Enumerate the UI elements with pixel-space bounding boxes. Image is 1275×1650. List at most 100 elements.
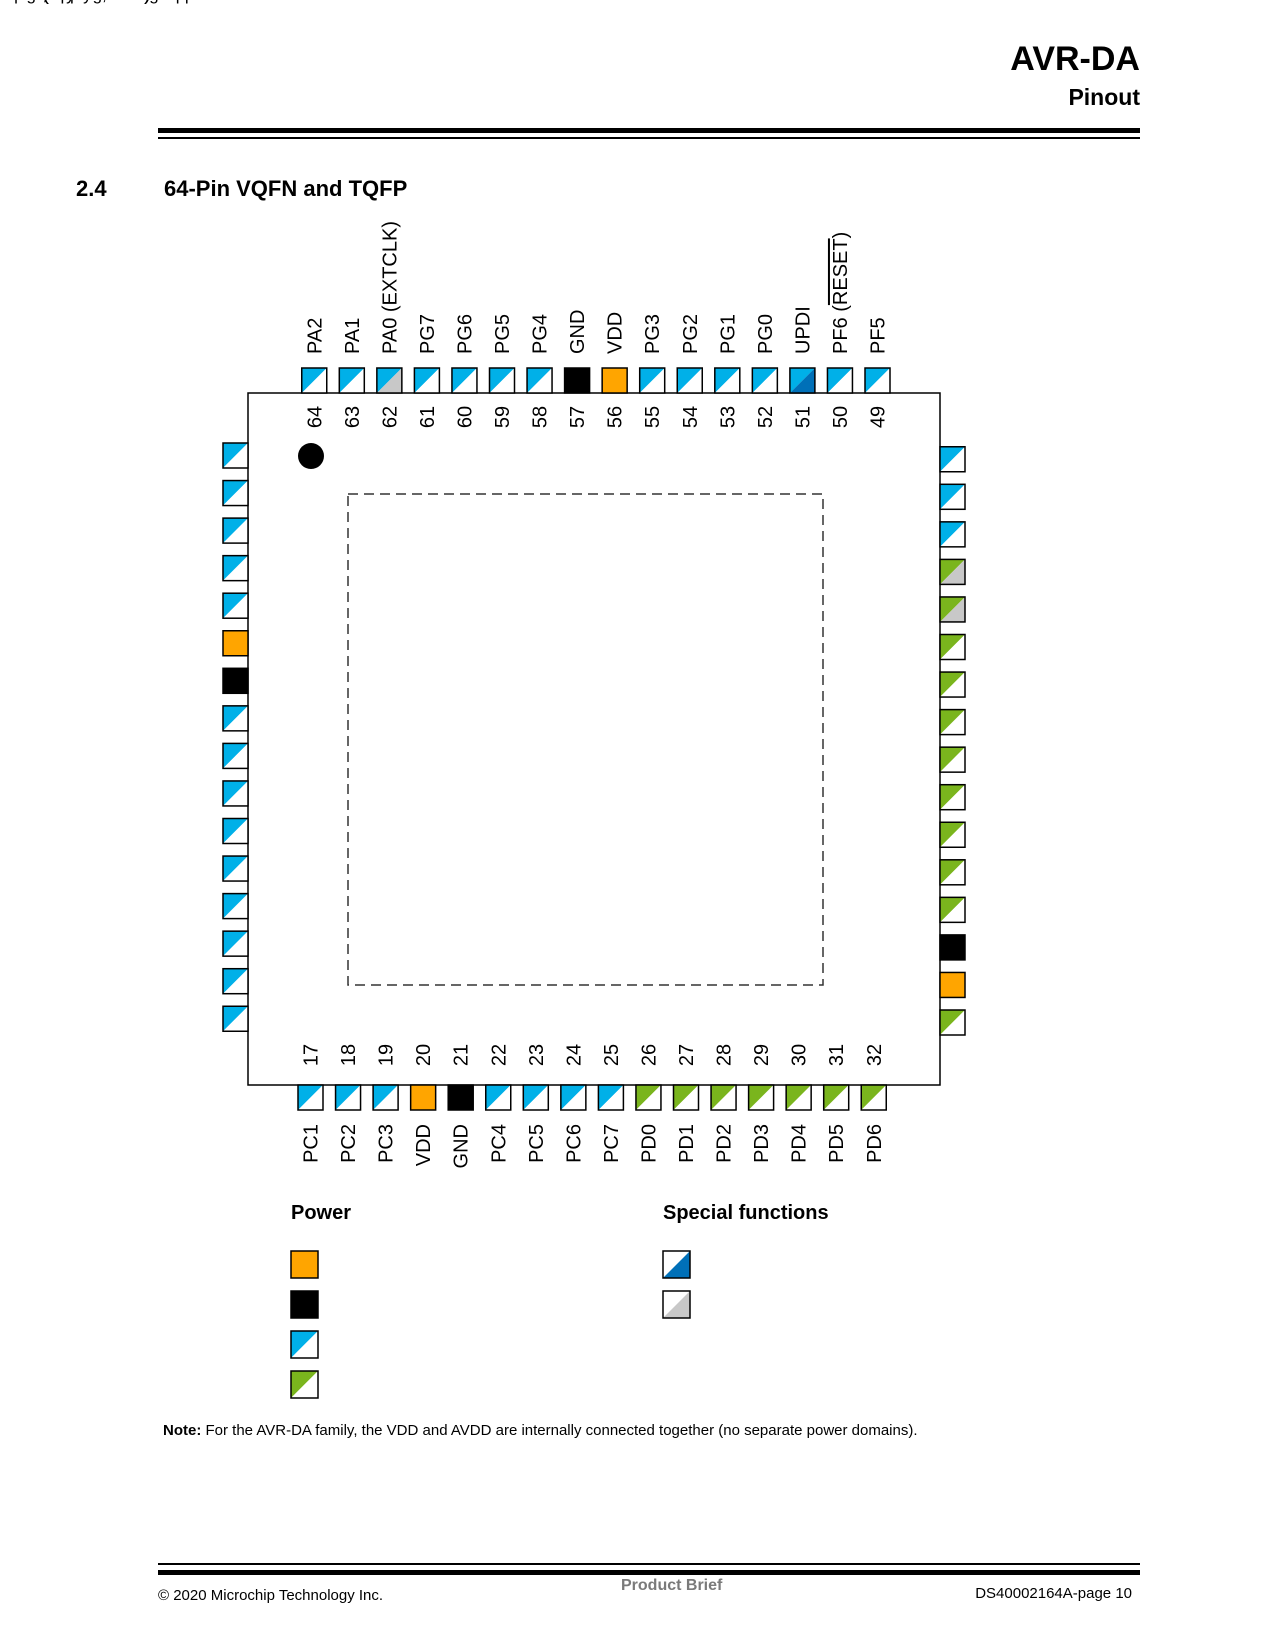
pin-37-swatch bbox=[939, 859, 966, 886]
pin-11-swatch bbox=[222, 817, 249, 845]
pin-28-label: PD2 bbox=[714, 1124, 736, 1163]
pin-43-swatch bbox=[939, 633, 966, 661]
pin-27-swatch bbox=[672, 1084, 700, 1111]
pin-49-label: PF5 bbox=[868, 317, 890, 354]
pin-61-label: PG7 bbox=[417, 314, 439, 354]
pin-53-number: 53 bbox=[717, 406, 739, 428]
pin-34-label: AVDD bbox=[0, 0, 54, 5]
legend-avdd-swatch bbox=[290, 1370, 319, 1399]
legend-ground-label: Ground bbox=[0, 0, 57, 4]
pin-6-number: 6 bbox=[0, 0, 6, 5]
pin-30-label: PD4 bbox=[789, 1124, 811, 1163]
pin-35-swatch bbox=[939, 934, 966, 961]
footer-copyright: © 2020 Microchip Technology Inc. bbox=[158, 1587, 384, 1604]
pin-1-number: 1 bbox=[0, 0, 6, 5]
pin-30-number: 30 bbox=[789, 1044, 811, 1066]
note: Note: For the AVR-DA family, the VDD and… bbox=[163, 1422, 918, 1439]
pin-26-swatch bbox=[635, 1084, 662, 1111]
pin-38-swatch bbox=[939, 821, 966, 848]
pin1-marker-dot bbox=[298, 443, 324, 469]
pin-46-number: 46 bbox=[0, 0, 11, 5]
pin-48-label: PF4 bbox=[0, 0, 37, 5]
pin-37-number: 37 bbox=[0, 0, 11, 5]
pin-39-label: PE3 bbox=[0, 0, 38, 5]
pin-56-swatch bbox=[601, 367, 628, 394]
pin-62-number: 62 bbox=[379, 406, 401, 428]
pin-51-swatch bbox=[789, 367, 816, 394]
pin-11-number: 11 bbox=[0, 0, 10, 5]
pin-17-swatch bbox=[297, 1084, 324, 1111]
pin-55-number: 55 bbox=[642, 406, 664, 428]
pin-24-swatch bbox=[560, 1084, 587, 1111]
pin-14-number: 14 bbox=[0, 0, 11, 5]
pin-21-label: GND bbox=[451, 1124, 473, 1168]
legend-vdd-swatch bbox=[290, 1330, 319, 1359]
pin-57-number: 57 bbox=[567, 406, 589, 428]
pin-39-swatch bbox=[939, 783, 966, 811]
pin-42-number: 42 bbox=[0, 0, 11, 5]
pin-32-swatch bbox=[860, 1084, 887, 1111]
pin-3-number: 3 bbox=[0, 0, 6, 5]
document-title: AVR-DA bbox=[1010, 40, 1140, 78]
footer-rule-thin bbox=[158, 1563, 1140, 1565]
pin-17-number: 17 bbox=[301, 1044, 323, 1066]
pin-33-label: PD7 bbox=[0, 0, 39, 5]
pin-54-swatch bbox=[676, 367, 703, 394]
pin-25-number: 25 bbox=[601, 1044, 623, 1066]
pin-7-number: 7 bbox=[0, 0, 6, 5]
pin-33-swatch bbox=[939, 1009, 966, 1036]
pin-29-number: 29 bbox=[751, 1044, 773, 1066]
pin-23-label: PC5 bbox=[526, 1124, 548, 1163]
pin-50-number: 50 bbox=[830, 406, 852, 428]
pin-43-label: PE7 bbox=[0, 0, 38, 5]
pin-64-label: PA2 bbox=[304, 318, 326, 354]
pin-24-label: PC6 bbox=[563, 1124, 585, 1163]
pin-53-swatch bbox=[714, 367, 741, 394]
pin-52-number: 52 bbox=[755, 406, 777, 428]
pin-60-swatch bbox=[451, 367, 478, 394]
pin-20-swatch bbox=[409, 1084, 437, 1111]
pin-63-swatch bbox=[338, 367, 366, 394]
pin-27-number: 27 bbox=[676, 1044, 698, 1066]
pin-64-swatch bbox=[301, 367, 328, 394]
pin-59-number: 59 bbox=[492, 406, 514, 428]
header-rule-thick bbox=[158, 128, 1140, 133]
pin-27-label: PD1 bbox=[676, 1124, 698, 1163]
pin-52-swatch bbox=[751, 367, 779, 394]
pin-45-swatch bbox=[939, 558, 966, 586]
pin-41-number: 41 bbox=[0, 0, 11, 5]
pin-14-swatch bbox=[222, 930, 249, 957]
legend: Power Special functions Input supplyGrou… bbox=[0, 0, 829, 1399]
pin-9-swatch bbox=[222, 742, 249, 770]
pin-60-label: PG6 bbox=[454, 314, 476, 354]
pin-12-number: 12 bbox=[0, 0, 11, 5]
pin-55-label: PG3 bbox=[642, 314, 664, 354]
section-number: 2.4 bbox=[76, 176, 107, 201]
footer-page-number: DS40002164A-page 10 bbox=[975, 1585, 1132, 1602]
pin-23-swatch bbox=[522, 1084, 550, 1111]
pin-18-label: PC2 bbox=[338, 1124, 360, 1163]
pin-7-swatch bbox=[222, 667, 249, 695]
pin-58-number: 58 bbox=[530, 406, 552, 428]
pin-34-number: 34 bbox=[0, 0, 11, 5]
note-label: Note: bbox=[163, 1422, 202, 1439]
pin-31-number: 31 bbox=[826, 1044, 848, 1066]
pin-10-number: 10 bbox=[0, 0, 11, 5]
pin-22-label: PC4 bbox=[488, 1124, 510, 1163]
pin-44-swatch bbox=[939, 596, 966, 623]
pin-26-number: 26 bbox=[638, 1044, 660, 1066]
pin-34-swatch bbox=[939, 971, 966, 999]
pin-35-number: 35 bbox=[0, 0, 11, 5]
pin-50-label: PF6 (RESET) bbox=[830, 232, 852, 354]
pin-18-number: 18 bbox=[338, 1044, 360, 1066]
pin-45-number: 45 bbox=[0, 0, 11, 5]
pin-20-number: 20 bbox=[413, 1044, 435, 1066]
document-subtitle: Pinout bbox=[1068, 84, 1140, 110]
chip-body bbox=[247, 392, 941, 1086]
note-text: For the AVR-DA family, the VDD and AVDD … bbox=[201, 1422, 918, 1439]
pin-29-label: PD3 bbox=[751, 1124, 773, 1163]
pin-33-number: 33 bbox=[0, 0, 11, 5]
legend-clock-swatch bbox=[662, 1290, 691, 1319]
pin-46-label: PF2 bbox=[0, 0, 37, 5]
pin-51-number: 51 bbox=[792, 406, 814, 428]
